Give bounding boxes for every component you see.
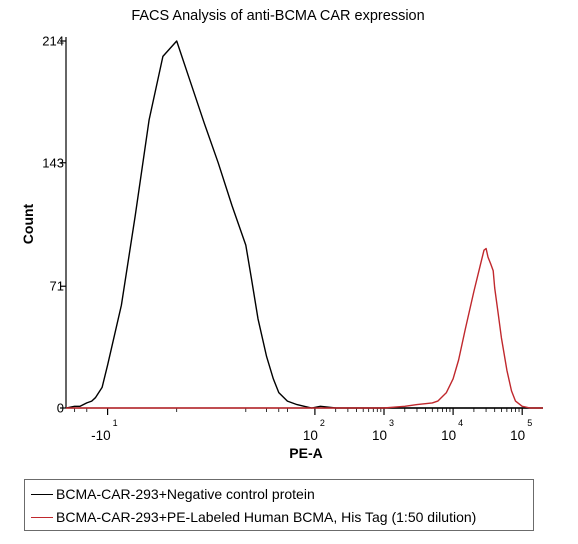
x-tick-label-base: 10 xyxy=(372,428,387,443)
histogram-series xyxy=(65,40,543,409)
legend-item-negative-control: BCMA-CAR-293+Negative control protein xyxy=(31,483,315,505)
x-tick-label-exponent: 2 xyxy=(320,418,325,428)
x-tick-label-base: 10 xyxy=(510,428,525,443)
axes xyxy=(65,37,543,409)
legend-item-pe-labeled-bcma: BCMA-CAR-293+PE-Labeled Human BCMA, His … xyxy=(31,506,476,528)
legend-label: BCMA-CAR-293+PE-Labeled Human BCMA, His … xyxy=(56,509,477,525)
x-tick-label-exponent: 4 xyxy=(458,418,463,428)
x-tick-label-base: 10 xyxy=(441,428,456,443)
y-tick-label: 143 xyxy=(42,155,64,170)
x-tick-label-exponent: 1 xyxy=(113,418,118,428)
legend: BCMA-CAR-293+Negative control protein BC… xyxy=(24,479,534,531)
series-pe-labeled-bcma-curve xyxy=(66,247,543,409)
series-negative-control-curve xyxy=(65,40,543,409)
legend-swatch-black xyxy=(31,493,53,495)
x-tick-label-base: 10 xyxy=(303,428,318,443)
y-axis-label: Count xyxy=(20,203,36,244)
y-axis-ticks: 0 71 143 214 xyxy=(42,34,66,416)
y-tick-label: 71 xyxy=(50,279,64,294)
x-tick-label-exponent: 3 xyxy=(389,418,394,428)
chart-title: FACS Analysis of anti-BCMA CAR expressio… xyxy=(131,8,424,24)
y-tick-label: 0 xyxy=(57,401,64,416)
x-tick-label-exponent: 5 xyxy=(527,418,532,428)
y-tick-label: 214 xyxy=(42,34,64,49)
x-tick-label-base: -10 xyxy=(91,428,111,443)
legend-swatch-red xyxy=(31,516,53,518)
x-axis-label: PE-A xyxy=(289,445,322,461)
legend-label: BCMA-CAR-293+Negative control protein xyxy=(56,486,315,502)
